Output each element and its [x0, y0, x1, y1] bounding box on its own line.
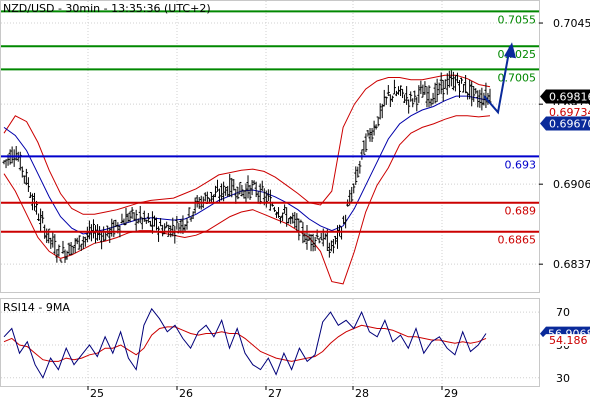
- x-tick-label: 29: [444, 387, 458, 400]
- bollinger-middle-line: [3, 95, 491, 235]
- band-upper-tag: 0.69734: [549, 106, 590, 119]
- rsi-ma-tag-bg: [540, 334, 590, 347]
- last-price-tag: 0.69816: [549, 91, 590, 104]
- band-upper-tag-bg: [540, 105, 590, 120]
- level-label: 0.6865: [498, 234, 537, 247]
- rsi-line: [3, 307, 487, 379]
- bollinger-lower-line: [3, 115, 491, 285]
- rsi-tick-label: 30: [556, 372, 570, 385]
- y-tick-label: 0.7045: [553, 17, 590, 30]
- y-tick-label: 0.6906: [553, 178, 590, 191]
- levels: 0.7055 0.7025 0.7005 0.693 0.689 0.6865: [1, 10, 539, 247]
- candles: [2, 69, 492, 263]
- band-lower-tag: 0.69670: [549, 117, 590, 130]
- axes: 25262728290.70450.69750.69060.6837705030…: [87, 17, 590, 400]
- forecast-path: [483, 46, 511, 115]
- bollinger-bands: [3, 74, 491, 285]
- rsi-panel-frame: [0, 298, 540, 387]
- x-tick-label: 28: [355, 387, 369, 400]
- band-lower-tag-bg: [540, 116, 590, 131]
- y-tick-label: 0.6837: [553, 258, 590, 271]
- rsi-ma-line: [3, 324, 487, 362]
- grid-layer: [1, 1, 539, 386]
- chart-title: NZD/USD - 30min - 13:35:36 (UTC+2): [3, 2, 211, 15]
- rsi-tick-label: 70: [556, 306, 570, 319]
- level-label: 0.689: [505, 205, 537, 218]
- forecast: [483, 42, 516, 115]
- level-label: 0.693: [505, 158, 537, 171]
- x-tick-label: 25: [90, 387, 104, 400]
- x-tick-label: 26: [179, 387, 193, 400]
- level-label: 0.7055: [498, 13, 537, 26]
- rsi-title: RSI14 - 9MA: [3, 301, 70, 314]
- rsi-lines: [3, 307, 487, 379]
- last-price-tag-bg: [540, 89, 590, 104]
- level-label: 0.7025: [498, 48, 537, 61]
- forecast-arrowhead: [504, 42, 516, 59]
- bollinger-upper-line: [3, 74, 491, 215]
- price-panel-frame: [0, 0, 540, 293]
- x-tick-label: 27: [268, 387, 282, 400]
- rsi-ma-value-tag: 54.186: [549, 334, 588, 347]
- level-label: 0.7005: [498, 71, 537, 84]
